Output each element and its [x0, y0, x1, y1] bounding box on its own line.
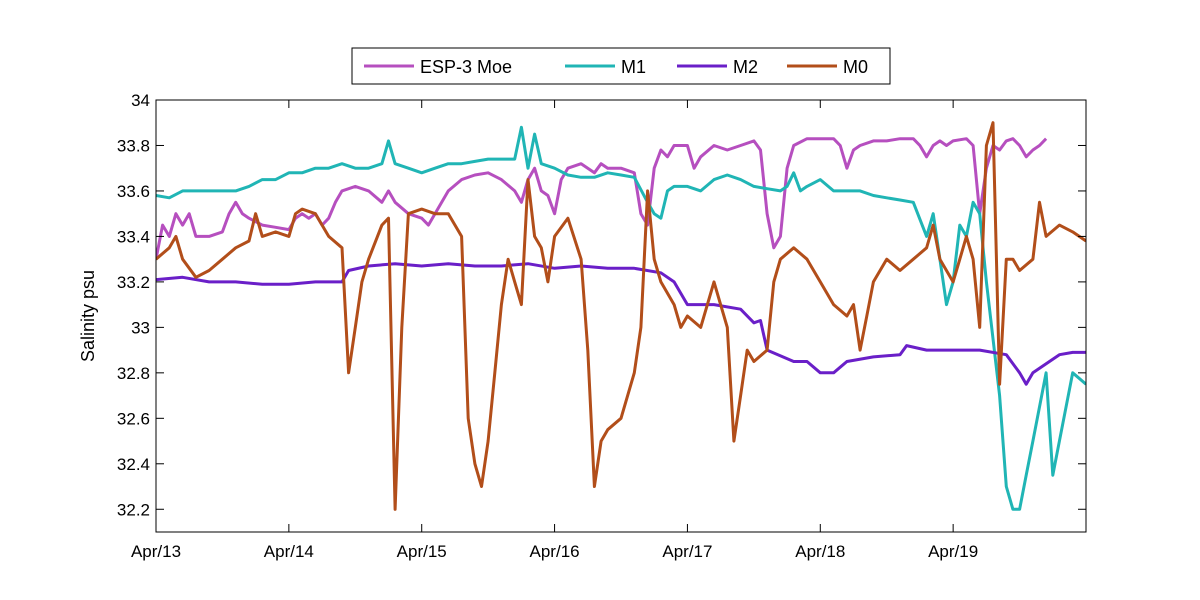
y-tick-label: 33.8 — [117, 136, 150, 155]
x-tick-label: Apr/18 — [795, 542, 845, 561]
y-tick-label: 32.4 — [117, 455, 150, 474]
y-tick-label: 33.4 — [117, 227, 150, 246]
x-tick-label: Apr/15 — [397, 542, 447, 561]
plot-frame — [155, 99, 1087, 533]
y-tick-label: 32.6 — [117, 409, 150, 428]
y-axis-label: Salinity psu — [78, 270, 98, 362]
series-line-m1 — [156, 125, 1086, 511]
y-tick-label: 33.2 — [117, 273, 150, 292]
y-tick-label: 32.8 — [117, 364, 150, 383]
y-axis-ticks: 32.2 32.4 32.6 32.8 33 33.2 33.4 33.6 33.8 34 — [117, 91, 1086, 519]
legend: ESP-3 Moe M1 M2 M0 — [351, 47, 891, 85]
legend-label: M1 — [621, 57, 646, 77]
plot-lines — [156, 121, 1086, 511]
legend-label: M0 — [843, 57, 868, 77]
x-tick-label: Apr/17 — [662, 542, 712, 561]
y-tick-label: 33 — [131, 318, 150, 337]
legend-label: M2 — [733, 57, 758, 77]
series-line-m0 — [156, 121, 1086, 511]
x-tick-label: Apr/13 — [131, 542, 181, 561]
y-tick-label: 33.6 — [117, 182, 150, 201]
legend-label: ESP-3 Moe — [420, 57, 512, 77]
series-line-m2 — [156, 262, 1086, 386]
x-tick-label: Apr/19 — [928, 542, 978, 561]
x-tick-label: Apr/14 — [264, 542, 314, 561]
series-line-esp-3-moe — [156, 137, 1048, 260]
y-tick-label: 34 — [131, 91, 150, 110]
x-tick-label: Apr/16 — [530, 542, 580, 561]
x-axis-ticks: Apr/13 Apr/14 Apr/15 Apr/16 Apr/17 Apr/18 Apr/… — [131, 100, 978, 561]
y-tick-label: 32.2 — [117, 500, 150, 519]
